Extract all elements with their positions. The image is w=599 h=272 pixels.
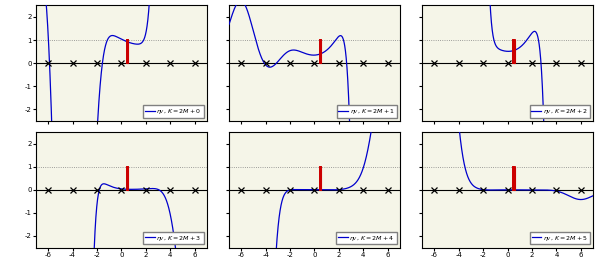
Bar [513, 40, 515, 63]
Bar [320, 167, 322, 190]
Bar [320, 40, 322, 63]
Legend: $\eta_V$, $K=2M+4$: $\eta_V$, $K=2M+4$ [336, 232, 397, 245]
Legend: $\eta_V$, $K=2M+1$: $\eta_V$, $K=2M+1$ [337, 105, 397, 118]
Legend: $\eta_V$, $K=2M+2$: $\eta_V$, $K=2M+2$ [530, 105, 590, 118]
Legend: $\eta_V$, $K=2M+5$: $\eta_V$, $K=2M+5$ [530, 232, 590, 245]
Legend: $\eta_V$, $K=2M+0$: $\eta_V$, $K=2M+0$ [143, 105, 204, 118]
Bar [513, 167, 515, 190]
Bar [126, 40, 128, 63]
Bar [126, 167, 128, 190]
Legend: $\eta_V$, $K=2M+3$: $\eta_V$, $K=2M+3$ [143, 232, 204, 245]
